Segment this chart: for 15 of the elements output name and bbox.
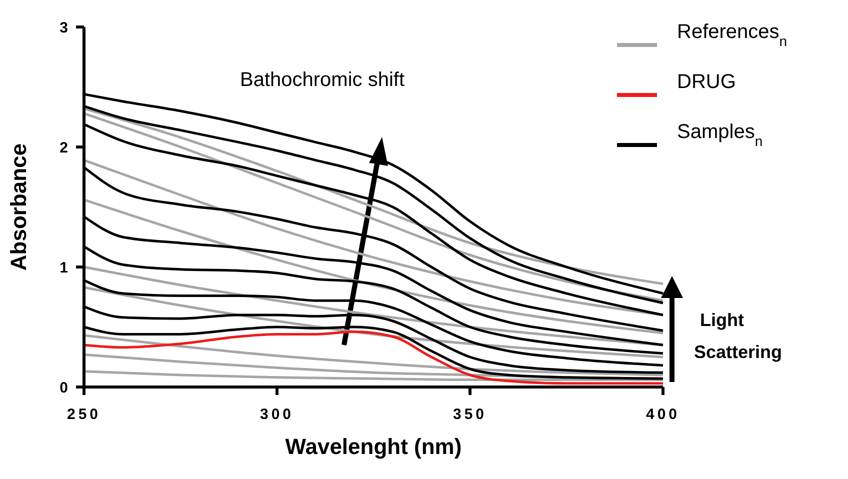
x-tick-label: 300 [260, 406, 294, 423]
y-axis-title: Absorbance [6, 143, 31, 271]
text: Light Scattering [694, 310, 782, 362]
y-tick-label: 0 [60, 379, 68, 396]
x-tick-label: 350 [452, 406, 488, 423]
x-tick-label: 400 [646, 406, 680, 423]
legend-label: DRUG [677, 71, 736, 93]
legend-label: Samples$_{n}$ [677, 121, 763, 149]
annotation: Bathochromic shift [240, 69, 405, 91]
y-tick-label: 2 [60, 139, 68, 156]
x-tick-label: 250 [66, 406, 102, 423]
x-axis-title: Wavelenght (nm) [285, 434, 462, 459]
y-tick-label: 1 [60, 259, 68, 276]
legend-label: References$_{n}$ [677, 21, 788, 49]
y-tick-label: 3 [60, 19, 68, 36]
